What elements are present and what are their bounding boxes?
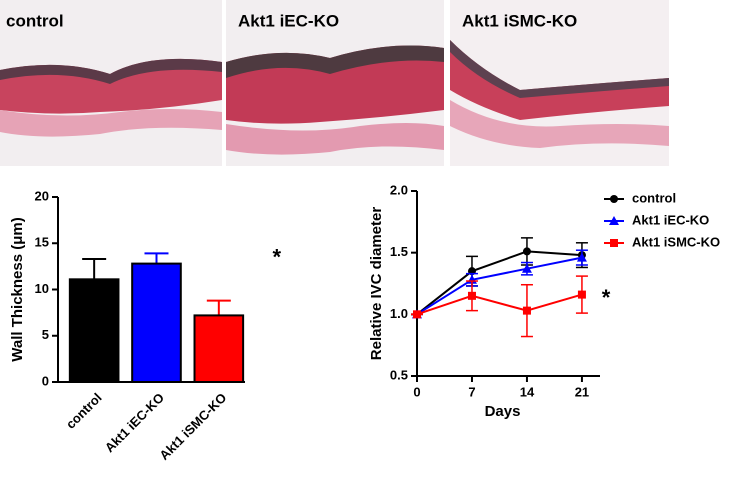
bar — [193, 314, 245, 383]
x-axis-title: Days — [485, 403, 521, 420]
marker — [522, 247, 531, 256]
line — [416, 293, 583, 316]
y-axis-title: Wall Thickness (μm) — [9, 217, 26, 362]
marker — [413, 310, 421, 319]
annotation: * — [602, 285, 611, 310]
y-tick-label: 15 — [35, 235, 49, 250]
marker — [577, 290, 586, 299]
x-tick-label: control — [63, 390, 105, 432]
marker — [610, 195, 618, 203]
y-tick-label: 10 — [35, 281, 49, 296]
marker — [522, 306, 531, 315]
annotation: * — [273, 244, 282, 269]
x-tick-label: 21 — [575, 384, 589, 399]
x-tick-label: 0 — [413, 384, 420, 399]
histology-image — [450, 0, 669, 166]
image-label: Akt1 iSMC-KO — [462, 11, 577, 30]
y-tick-label: 1.0 — [390, 306, 408, 321]
y-tick-label: 2.0 — [390, 182, 408, 197]
x-tick-label: Akt1 iEC-KO — [102, 390, 167, 455]
bar — [68, 278, 120, 384]
y-tick-label: 0 — [42, 373, 49, 388]
histology-image — [226, 0, 444, 166]
marker — [576, 252, 587, 262]
legend-label: Akt1 iEC-KO — [632, 212, 709, 227]
marker — [610, 239, 618, 247]
marker — [609, 216, 619, 225]
y-tick-label: 0.5 — [390, 367, 408, 382]
y-tick-label: 1.5 — [390, 244, 408, 259]
x-tick-label: 14 — [520, 384, 535, 399]
y-tick-label: 5 — [42, 327, 49, 342]
y-tick-label: 20 — [35, 188, 49, 203]
legend-label: control — [632, 190, 676, 205]
line — [416, 256, 583, 316]
y-axis-title: Relative IVC diameter — [368, 207, 385, 361]
image-label: Akt1 iEC-KO — [238, 11, 339, 30]
image-label: control — [6, 11, 64, 30]
x-tick-label: Akt1 iSMC-KO — [156, 390, 229, 463]
x-tick-label: 7 — [468, 384, 475, 399]
line — [416, 250, 583, 316]
bar — [131, 262, 182, 384]
marker — [467, 291, 476, 300]
legend-label: Akt1 iSMC-KO — [632, 234, 720, 249]
marker — [521, 263, 532, 273]
histology-image — [0, 0, 222, 166]
